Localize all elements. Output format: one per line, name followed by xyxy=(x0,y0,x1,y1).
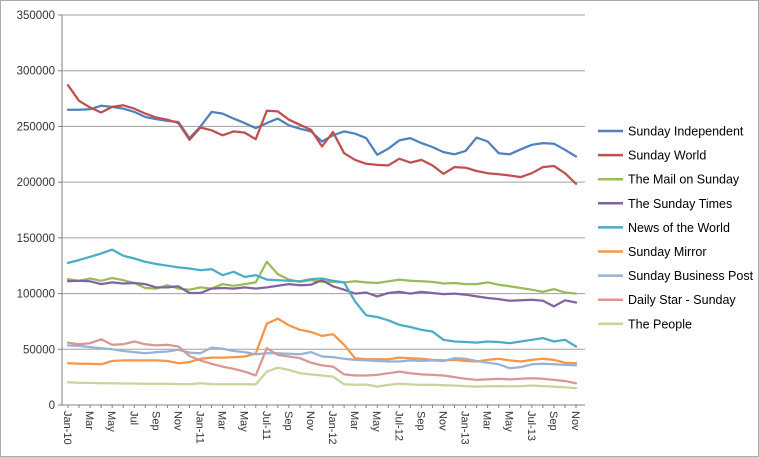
x-axis-label: Sep xyxy=(149,411,161,431)
y-axis-label: 150000 xyxy=(17,233,55,245)
x-axis-label: Jul xyxy=(127,411,139,425)
x-axis-label: May xyxy=(503,411,515,432)
legend-label-sunday-business-post: Sunday Business Post xyxy=(628,269,754,283)
series-line-sunday-mirror xyxy=(66,317,578,366)
y-axis-label: 50000 xyxy=(23,344,55,356)
x-axis-label: Nov xyxy=(171,411,183,431)
y-axis-label: 0 xyxy=(49,400,55,412)
x-axis-label: May xyxy=(105,411,117,432)
x-axis-label: Mar xyxy=(481,411,493,430)
x-axis-label: May xyxy=(370,411,382,432)
series-line-the-sunday-times xyxy=(66,279,578,308)
legend-label-sunday-world: Sunday World xyxy=(628,149,706,163)
x-axis-label: Sep xyxy=(547,411,559,431)
legend-label-sunday-mirror: Sunday Mirror xyxy=(628,245,707,259)
series-line-sunday-independent xyxy=(66,104,578,158)
x-axis-label: Nov xyxy=(569,411,581,431)
x-axis-label: Nov xyxy=(436,411,448,431)
x-axis-label: Jan-11 xyxy=(194,411,206,444)
x-axis-label: Sep xyxy=(282,411,294,431)
x-axis-label: May xyxy=(238,411,250,432)
x-axis-label: Nov xyxy=(304,411,316,431)
series-line-sunday-world xyxy=(66,84,578,185)
x-axis-label: Jan-13 xyxy=(459,411,471,445)
y-axis-label: 100000 xyxy=(17,289,55,301)
legend-label-the-sunday-times: The Sunday Times xyxy=(628,197,732,211)
legend-label-daily-star-sunday: Daily Star - Sunday xyxy=(628,293,736,307)
y-axis-label: 300000 xyxy=(17,66,55,78)
y-axis-label: 250000 xyxy=(17,121,55,133)
series-line-the-people xyxy=(66,366,578,390)
x-axis-label: Sep xyxy=(414,411,426,431)
legend-label-the-mail-on-sunday: The Mail on Sunday xyxy=(628,173,740,187)
y-axis-label: 200000 xyxy=(17,177,55,189)
series-line-news-of-the-world xyxy=(66,248,578,348)
series-line-sunday-business-post xyxy=(66,344,578,370)
x-axis-label: Mar xyxy=(83,411,95,430)
x-axis-label: Jul-12 xyxy=(392,411,404,441)
legend-label-sunday-independent: Sunday Independent xyxy=(628,125,744,139)
x-axis-label: Mar xyxy=(216,411,228,430)
legend-label-the-people: The People xyxy=(628,317,692,331)
x-axis-label: Jul-11 xyxy=(260,411,272,440)
x-axis-label: Jan-10 xyxy=(61,411,73,445)
y-axis-label: 350000 xyxy=(17,10,55,22)
x-axis-label: Jan-12 xyxy=(326,411,338,445)
series-line-daily-star-sunday xyxy=(66,338,578,385)
x-axis-label: Mar xyxy=(348,411,360,430)
legend-label-news-of-the-world: News of the World xyxy=(628,221,730,235)
x-axis-label: Jul-13 xyxy=(525,411,537,441)
series-line-the-mail-on-sunday xyxy=(66,260,578,295)
